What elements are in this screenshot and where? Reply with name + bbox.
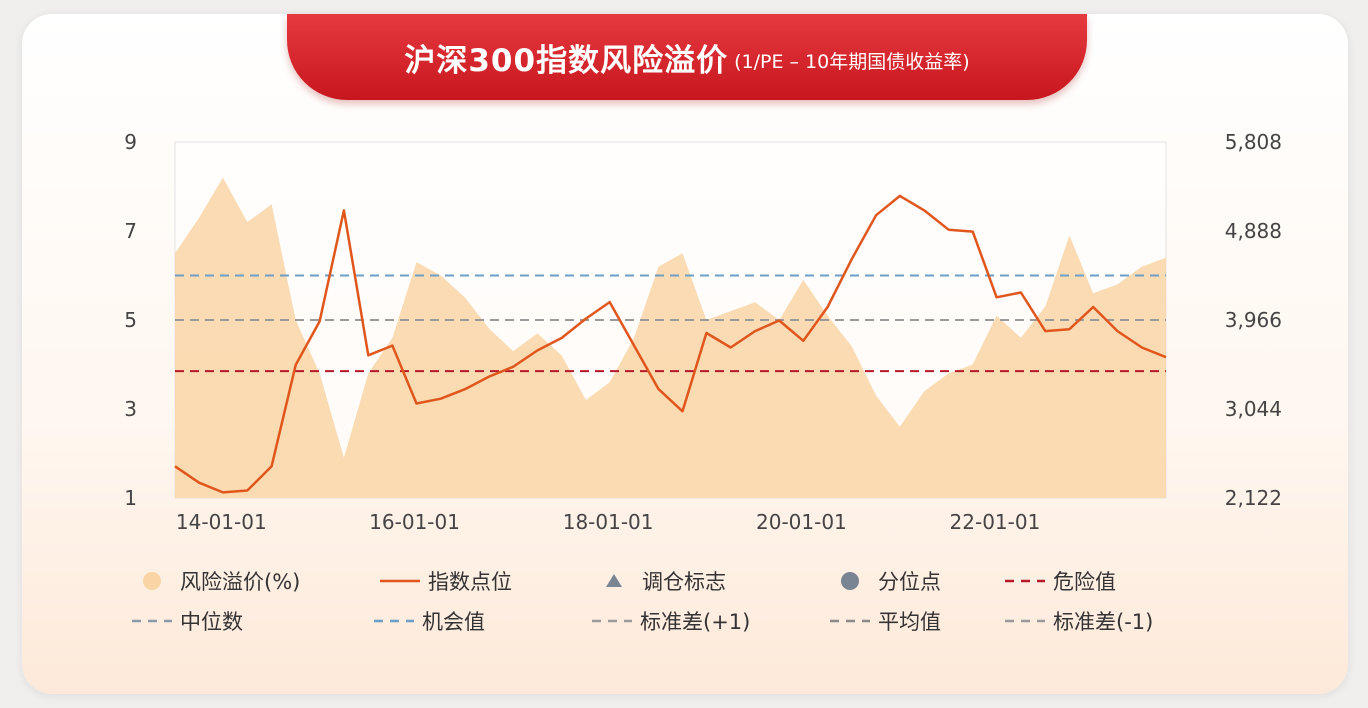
chart-subtitle: (1/PE – 10年期国债收益率) <box>734 50 970 73</box>
y-left-tick-label: 9 <box>124 130 137 154</box>
legend-label: 机会值 <box>422 610 485 634</box>
legend-label: 平均值 <box>878 610 941 634</box>
y-right-tick-label: 3,966 <box>1225 308 1282 332</box>
title-banner: 沪深300指数风险溢价 (1/PE – 10年期国债收益率) <box>287 14 1087 100</box>
dash-gray-icon <box>590 610 634 632</box>
legend-label: 中位数 <box>180 610 243 634</box>
legend-item-premium[interactable]: 风险溢价(%) <box>130 566 300 596</box>
dash-blue-icon <box>372 610 416 632</box>
legend-item-index[interactable]: 指数点位 <box>378 566 512 596</box>
x-tick-label: 20-01-01 <box>756 510 847 534</box>
legend-item-std-plus[interactable]: 标准差(+1) <box>590 606 750 636</box>
triangle-icon <box>592 570 636 592</box>
x-tick-label: 18-01-01 <box>563 510 654 534</box>
y-left-tick-label: 7 <box>124 219 137 243</box>
legend-label: 标准差(-1) <box>1053 610 1154 634</box>
legend-item-mean[interactable]: 平均值 <box>828 606 941 636</box>
legend-label: 指数点位 <box>428 570 512 594</box>
x-tick-label: 14-01-01 <box>176 510 267 534</box>
legend-item-opportunity[interactable]: 机会值 <box>372 606 485 636</box>
y-left-tick-label: 3 <box>124 397 137 421</box>
dash-red-icon <box>1003 570 1047 592</box>
dash-gray-icon <box>1003 610 1047 632</box>
legend-item-rebalance[interactable]: 调仓标志 <box>592 566 726 596</box>
chart-title: 沪深300指数风险溢价 <box>404 42 729 79</box>
legend-label: 调仓标志 <box>642 570 726 594</box>
y-right-tick-label: 5,808 <box>1225 130 1282 154</box>
x-tick-label: 22-01-01 <box>950 510 1041 534</box>
y-right-tick-label: 3,044 <box>1225 397 1282 421</box>
circle-area-icon <box>130 570 174 592</box>
premium-area <box>175 177 1166 498</box>
dash-gray-icon <box>130 610 174 632</box>
legend-label: 分位点 <box>878 570 941 594</box>
legend-item-percentile[interactable]: 分位点 <box>828 566 941 596</box>
legend-label: 风险溢价(%) <box>180 570 301 594</box>
legend-item-danger[interactable]: 危险值 <box>1003 566 1116 596</box>
legend-item-median[interactable]: 中位数 <box>130 606 243 636</box>
y-left-tick-label: 5 <box>124 308 137 332</box>
y-right-tick-label: 2,122 <box>1225 486 1282 510</box>
legend-item-std-minus[interactable]: 标准差(-1) <box>1003 606 1153 636</box>
x-tick-label: 16-01-01 <box>369 510 460 534</box>
legend-label: 危险值 <box>1053 570 1116 594</box>
y-right-tick-label: 4,888 <box>1225 219 1282 243</box>
solid-line-icon <box>378 570 422 592</box>
legend-label: 标准差(+1) <box>640 610 751 634</box>
dash-gray-icon <box>828 610 872 632</box>
y-left-tick-label: 1 <box>124 486 137 510</box>
circle-icon <box>828 570 872 592</box>
index-line <box>174 194 1167 494</box>
